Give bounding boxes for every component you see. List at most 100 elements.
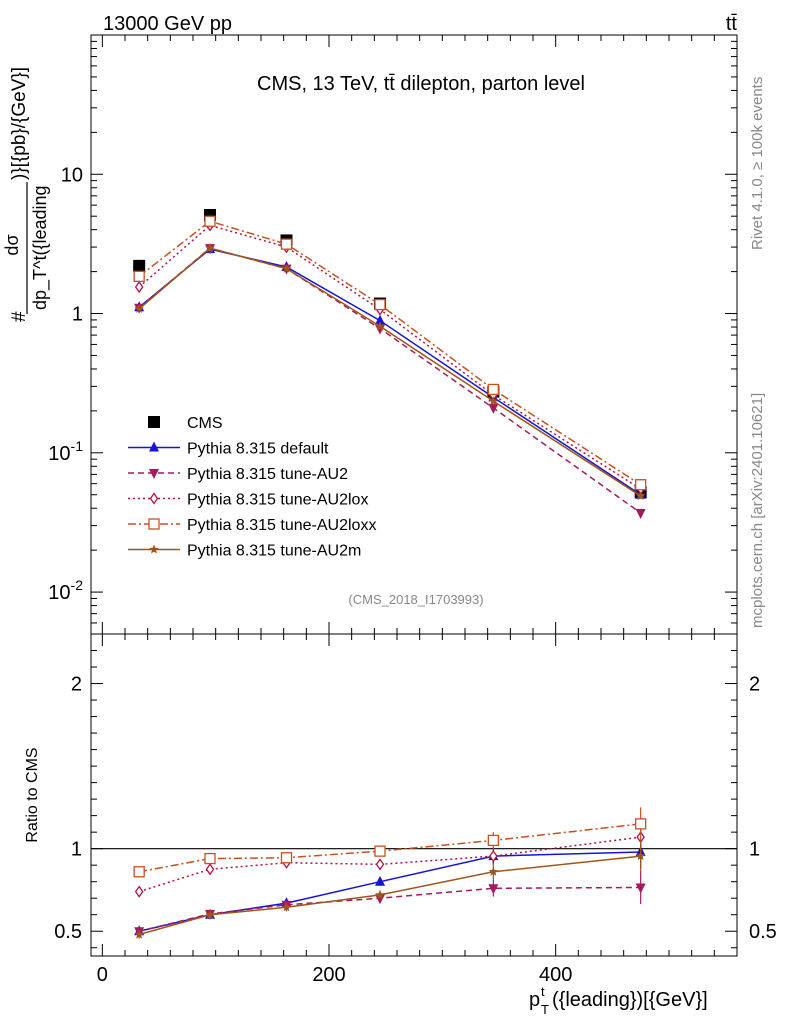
main-data-point bbox=[205, 243, 215, 253]
ratio-series-3 bbox=[133, 807, 647, 878]
ratio-data-point bbox=[374, 845, 386, 857]
legend-marker bbox=[149, 492, 159, 505]
main-data-point bbox=[374, 298, 386, 311]
main-data-point bbox=[204, 215, 216, 227]
legend-entry: CMS bbox=[148, 415, 223, 432]
main-series-line bbox=[138, 247, 642, 514]
x-label-sup: t bbox=[541, 984, 545, 999]
ratio-series-line bbox=[138, 855, 641, 936]
main-data-point bbox=[488, 403, 499, 414]
ratio-data-point bbox=[635, 818, 647, 830]
x-axis-label: p T t ({leading})[{GeV}] bbox=[529, 984, 708, 1017]
main-series-group bbox=[133, 208, 647, 519]
x-tick-label: 0 bbox=[97, 964, 108, 986]
legend-marker bbox=[149, 544, 159, 554]
ratio-data-point bbox=[134, 885, 144, 898]
y-label-denominator: dp_T^t({leading bbox=[30, 185, 51, 310]
main-data-point bbox=[487, 383, 499, 396]
legend-entry: Pythia 8.315 default bbox=[128, 441, 329, 458]
ratio-panel-frame bbox=[90, 633, 738, 957]
main-data-point bbox=[488, 396, 499, 406]
main-data-point bbox=[133, 259, 146, 272]
ratio-data-point bbox=[133, 866, 145, 878]
main-series-line bbox=[138, 220, 642, 486]
main-data-point bbox=[281, 263, 292, 273]
mcplots-label: mcplots.cern.ch [arXiv:2401.10621] bbox=[749, 393, 766, 628]
main-data-point bbox=[134, 280, 144, 294]
ratio-y-tick-label-right: 2 bbox=[749, 674, 760, 696]
x-tick-label: 200 bbox=[312, 964, 345, 986]
legend-label: Pythia 8.315 default bbox=[187, 441, 329, 458]
ratio-y-tick-label: 1 bbox=[71, 839, 82, 861]
ratio-data-point bbox=[204, 852, 216, 865]
ratio-data-point bbox=[488, 884, 499, 895]
main-y-tick-label: 1 bbox=[72, 304, 83, 326]
main-axis-ticks bbox=[91, 34, 737, 635]
ratio-y-tick-label: 0.5 bbox=[54, 921, 82, 943]
legend-entry: Pythia 8.315 tune-AU2m bbox=[128, 543, 361, 560]
legend: CMS Pythia 8.315 default Pythia 8.315 tune… bbox=[128, 415, 376, 560]
ratio-axis-ticks bbox=[91, 634, 737, 956]
legend-label: CMS bbox=[187, 415, 223, 432]
y-label-suffix: )}[{pb}/{GeV}] bbox=[9, 67, 30, 180]
ratio-data-point bbox=[375, 858, 385, 871]
ratio-data-point bbox=[635, 883, 646, 894]
ratio-y-axis-label: Ratio to CMS bbox=[24, 747, 41, 842]
main-data-point bbox=[133, 270, 145, 282]
ratio-data-point bbox=[134, 929, 144, 939]
ratio-series-1 bbox=[134, 870, 646, 938]
legend-entry: Pythia 8.315 tune-AU2 bbox=[128, 466, 348, 483]
ratio-series-group bbox=[133, 807, 647, 939]
header-right: tt̄ bbox=[726, 13, 738, 35]
ratio-data-point bbox=[375, 889, 385, 899]
main-y-tick-label: 10-1 bbox=[48, 438, 83, 465]
legend-label: Pythia 8.315 tune-AU2lox bbox=[187, 492, 368, 509]
legend-marker bbox=[148, 518, 160, 530]
legend-marker bbox=[148, 416, 160, 428]
ratio-data-point bbox=[635, 851, 646, 861]
main-y-axis-label: # dσ dp_T^t({leading )}[{pb}/{GeV}] bbox=[2, 67, 51, 322]
header-left: 13000 GeV pp bbox=[103, 13, 232, 35]
main-data-point bbox=[635, 491, 646, 500]
ratio-data-point bbox=[375, 894, 385, 905]
ratio-data-point bbox=[205, 863, 215, 876]
main-title: CMS, 13 TeV, tt̄ dilepton, parton level bbox=[257, 73, 585, 95]
x-tick-label: 400 bbox=[539, 964, 572, 986]
ratio-series-line bbox=[139, 823, 641, 873]
main-series-4 bbox=[133, 215, 647, 491]
main-data-point bbox=[134, 303, 144, 313]
main-y-tick-labels: 10-2 10-1 1 10 bbox=[48, 164, 83, 604]
legend-label: Pythia 8.315 tune-AU2loxx bbox=[187, 517, 376, 534]
legend-marker bbox=[149, 469, 159, 479]
y-label-numerator: dσ bbox=[2, 234, 22, 255]
x-label-sub: T bbox=[541, 1002, 549, 1017]
legend-entry: Pythia 8.315 tune-AU2loxx bbox=[128, 517, 376, 534]
main-y-tick-label: 10 bbox=[61, 164, 83, 186]
ratio-data-point bbox=[280, 852, 293, 864]
ratio-data-point bbox=[281, 902, 292, 912]
main-series-line bbox=[138, 247, 642, 497]
ratio-y-tick-label-right: 0.5 bbox=[749, 921, 777, 943]
legend-label: Pythia 8.315 tune-AU2m bbox=[187, 543, 361, 560]
legend-entry: Pythia 8.315 tune-AU2lox bbox=[128, 492, 368, 509]
main-series-line bbox=[138, 248, 642, 496]
main-data-point bbox=[280, 238, 293, 250]
ratio-series-line bbox=[138, 886, 641, 932]
analysis-label: (CMS_2018_I1703993) bbox=[348, 592, 483, 607]
ratio-y-tick-label: 2 bbox=[71, 674, 82, 696]
ratio-data-point bbox=[375, 875, 385, 886]
main-data-point bbox=[375, 321, 385, 331]
ratio-data-point bbox=[488, 866, 499, 876]
ratio-series-line bbox=[138, 836, 641, 893]
main-data-point bbox=[635, 508, 646, 519]
y-label-prefix: # bbox=[9, 311, 30, 322]
main-data-point bbox=[635, 479, 647, 491]
rivet-version-label: Rivet 4.1.0, ≥ 100k events bbox=[749, 77, 766, 250]
legend-marker bbox=[149, 441, 159, 452]
ratio-y-tick-label-right: 1 bbox=[749, 839, 760, 861]
main-series-1 bbox=[134, 243, 646, 499]
ratio-data-point bbox=[487, 834, 499, 847]
main-data-point bbox=[375, 314, 385, 325]
ratio-data-point bbox=[489, 849, 498, 863]
